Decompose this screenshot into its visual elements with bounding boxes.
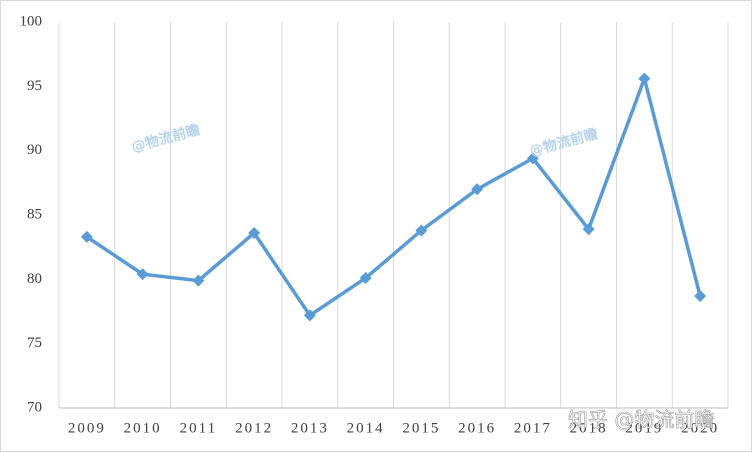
marker	[192, 274, 205, 287]
marker	[359, 272, 372, 285]
x-tick-label: 2019	[625, 420, 663, 436]
x-tick-label: 2015	[402, 420, 440, 436]
y-tick-label: 70	[27, 399, 42, 415]
x-tick-label: 2010	[124, 420, 162, 436]
marker	[471, 183, 484, 196]
x-tick-label: 2017	[514, 420, 552, 436]
y-tick-label: 90	[27, 142, 42, 158]
x-tick-label: 2018	[570, 420, 608, 436]
marker	[303, 309, 316, 322]
marker	[526, 152, 539, 165]
y-tick-label: 75	[27, 335, 42, 351]
x-tick-label: 2020	[681, 420, 719, 436]
y-tick-label: 85	[27, 206, 42, 222]
marker	[248, 227, 261, 240]
y-tick-label: 95	[27, 78, 42, 94]
x-tick-label: 2013	[291, 420, 329, 436]
y-tick-label: 80	[27, 271, 42, 287]
x-tick-label: 2012	[235, 420, 273, 436]
x-tick-label: 2014	[347, 420, 385, 436]
marker	[694, 290, 707, 303]
marker	[136, 268, 149, 281]
watermark: 知乎 @物流前瞻	[568, 408, 714, 432]
marker	[638, 72, 651, 85]
y-tick-label: 100	[20, 13, 43, 29]
marker	[415, 224, 428, 237]
x-tick-label: 2011	[180, 420, 217, 436]
x-tick-label: 2016	[458, 420, 496, 436]
x-tick-label: 2009	[68, 420, 106, 436]
line	[85, 76, 702, 318]
marker	[80, 230, 93, 243]
marker	[582, 223, 595, 236]
